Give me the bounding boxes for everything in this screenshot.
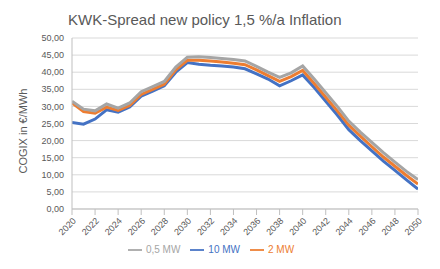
svg-text:35,00: 35,00 (41, 84, 64, 94)
svg-text:2028: 2028 (149, 216, 170, 237)
html-text:2 MW: 2 MW (268, 243, 295, 255)
svg-text:2044: 2044 (333, 216, 354, 237)
svg-text:2022: 2022 (80, 216, 101, 237)
svg-text:5,00: 5,00 (46, 187, 64, 197)
svg-text:2020: 2020 (57, 216, 78, 237)
svg-text:COGIX in €/MWh: COGIX in €/MWh (17, 89, 29, 174)
svg-text:10,00: 10,00 (41, 170, 64, 180)
svg-text:2050: 2050 (403, 216, 424, 237)
svg-text:15,00: 15,00 (41, 153, 64, 163)
svg-text:2024: 2024 (103, 216, 124, 237)
svg-text:2036: 2036 (241, 216, 262, 237)
svg-text:2026: 2026 (126, 216, 147, 237)
svg-text:2038: 2038 (264, 216, 285, 237)
svg-text:2030: 2030 (172, 216, 193, 237)
svg-text:40,00: 40,00 (41, 67, 64, 77)
svg-text:2042: 2042 (310, 216, 331, 237)
svg-text:25,00: 25,00 (41, 119, 64, 129)
svg-text:2032: 2032 (195, 216, 216, 237)
svg-text:2048: 2048 (380, 216, 401, 237)
svg-text:0,00: 0,00 (46, 204, 64, 214)
svg-text:20,00: 20,00 (41, 136, 64, 146)
svg-text:50,00: 50,00 (41, 33, 64, 43)
html-text:10 MW: 10 MW (208, 243, 240, 255)
svg-text:2046: 2046 (357, 216, 378, 237)
svg-text:2040: 2040 (287, 216, 308, 237)
html-text:KWK-Spread new policy 1,5 %/a: KWK-Spread new policy 1,5 %/a Inflation (68, 11, 342, 28)
svg-text:2034: 2034 (218, 216, 239, 237)
svg-text:30,00: 30,00 (41, 102, 64, 112)
html-text:0,5 MW: 0,5 MW (145, 243, 181, 255)
svg-text:45,00: 45,00 (41, 50, 64, 60)
